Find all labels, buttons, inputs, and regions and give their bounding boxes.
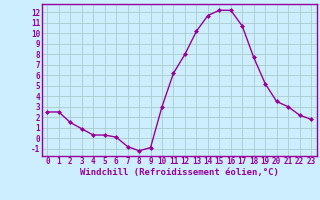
X-axis label: Windchill (Refroidissement éolien,°C): Windchill (Refroidissement éolien,°C) <box>80 168 279 177</box>
